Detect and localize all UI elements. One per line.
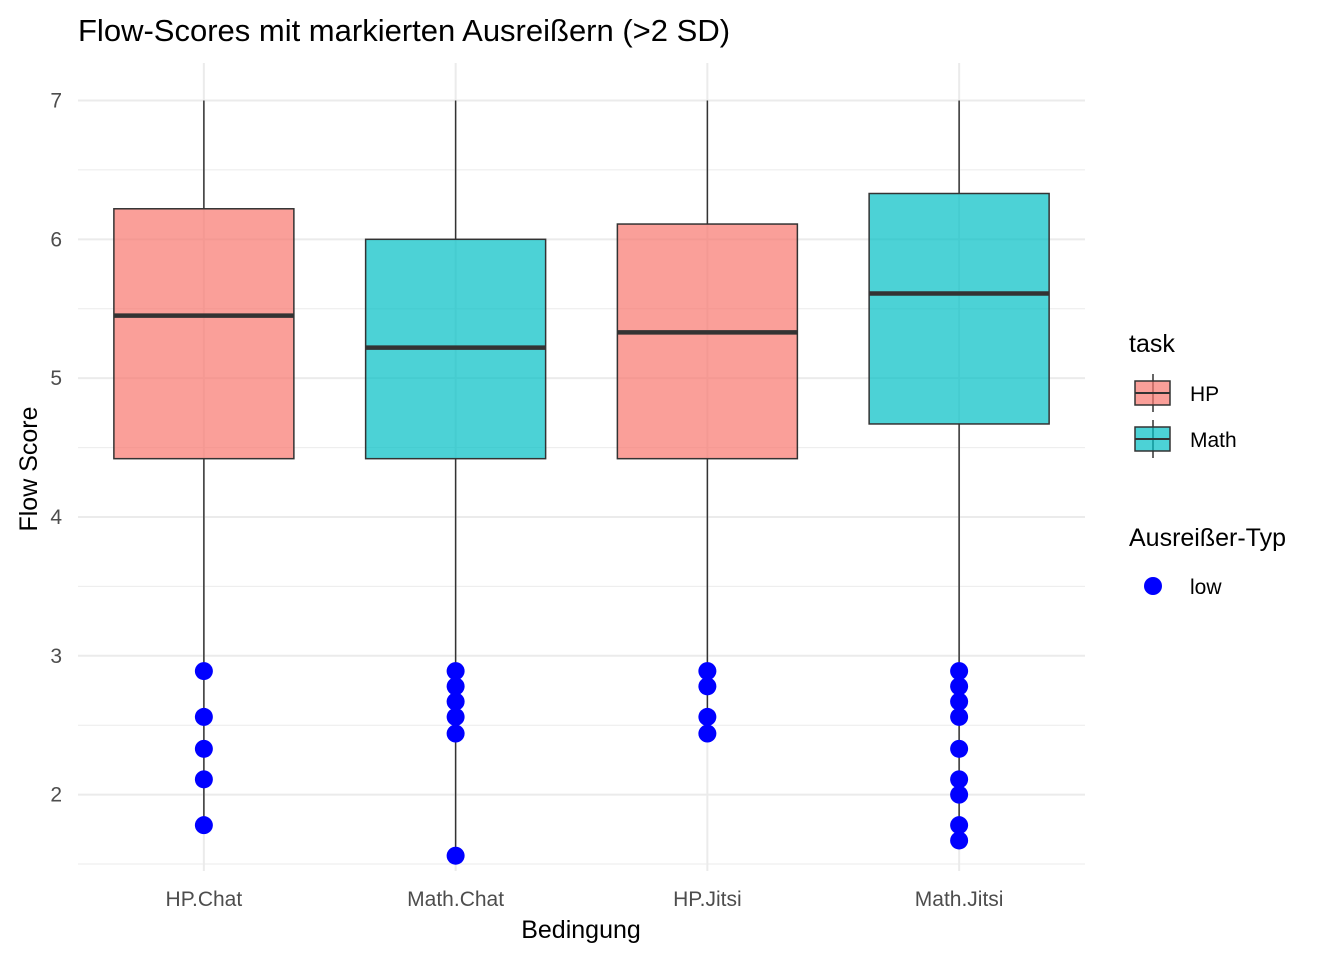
outlier-point (446, 707, 465, 726)
outlier-point (950, 785, 969, 804)
box-HP.Jitsi (616, 100, 799, 734)
box-Math.Chat (364, 100, 547, 856)
outlier-point (446, 846, 465, 865)
outlier-point (950, 707, 969, 726)
grid (78, 63, 1085, 871)
legend: task HP Math Ausreißer-Typ low (1129, 330, 1286, 599)
legend-item-HP: HP (1134, 374, 1219, 412)
outlier-point (698, 662, 717, 681)
outlier-point (950, 692, 969, 711)
x-tick-label: Math.Chat (407, 888, 504, 911)
x-axis-title: Bedingung (521, 916, 641, 944)
outlier-point (950, 677, 969, 696)
outlier-point (446, 677, 465, 696)
outlier-points (194, 662, 969, 865)
outlier-point (950, 831, 969, 850)
y-tick-label: 6 (50, 228, 62, 251)
legend-label: Math (1190, 429, 1237, 452)
y-axis-title: Flow Score (15, 406, 43, 531)
x-tick-label: HP.Jitsi (673, 888, 741, 911)
y-tick-label: 7 (50, 89, 62, 112)
outlier-point (446, 662, 465, 681)
box-body (616, 223, 799, 460)
box-body (868, 192, 1050, 425)
x-axis-ticks: HP.Chat Math.Chat HP.Jitsi Math.Jitsi (166, 888, 1004, 911)
outlier-point (194, 816, 213, 835)
outlier-point (950, 816, 969, 835)
box-Math.Jitsi (868, 100, 1050, 841)
box-HP.Chat (113, 100, 295, 826)
outlier-point (950, 739, 969, 758)
legend-title-outlier-type: Ausreißer-Typ (1129, 524, 1286, 552)
outlier-point (698, 724, 717, 743)
box-body (113, 208, 295, 460)
y-axis-ticks: 2 3 4 5 6 7 (50, 89, 62, 806)
outlier-point (446, 724, 465, 743)
outlier-point (698, 707, 717, 726)
legend-title-task: task (1129, 330, 1175, 358)
legend-item-low: low (1144, 576, 1222, 599)
legend-label: low (1190, 576, 1222, 599)
outlier-point (950, 662, 969, 681)
outlier-point (194, 662, 213, 681)
outlier-point (446, 692, 465, 711)
boxes (113, 100, 1050, 856)
legend-key-point (1144, 577, 1162, 595)
outlier-point (950, 770, 969, 789)
y-tick-label: 5 (50, 367, 62, 390)
outlier-point (698, 677, 717, 696)
y-tick-label: 2 (50, 784, 62, 807)
y-tick-label: 3 (50, 645, 62, 668)
y-tick-label: 4 (50, 506, 62, 529)
chart-title: Flow-Scores mit markierten Ausreißern (>… (78, 13, 730, 48)
x-tick-label: HP.Chat (166, 888, 243, 911)
outlier-point (194, 739, 213, 758)
outlier-point (194, 707, 213, 726)
x-tick-label: Math.Jitsi (915, 888, 1004, 911)
legend-label: HP (1190, 383, 1219, 406)
outlier-point (194, 770, 213, 789)
legend-item-Math: Math (1134, 420, 1237, 458)
